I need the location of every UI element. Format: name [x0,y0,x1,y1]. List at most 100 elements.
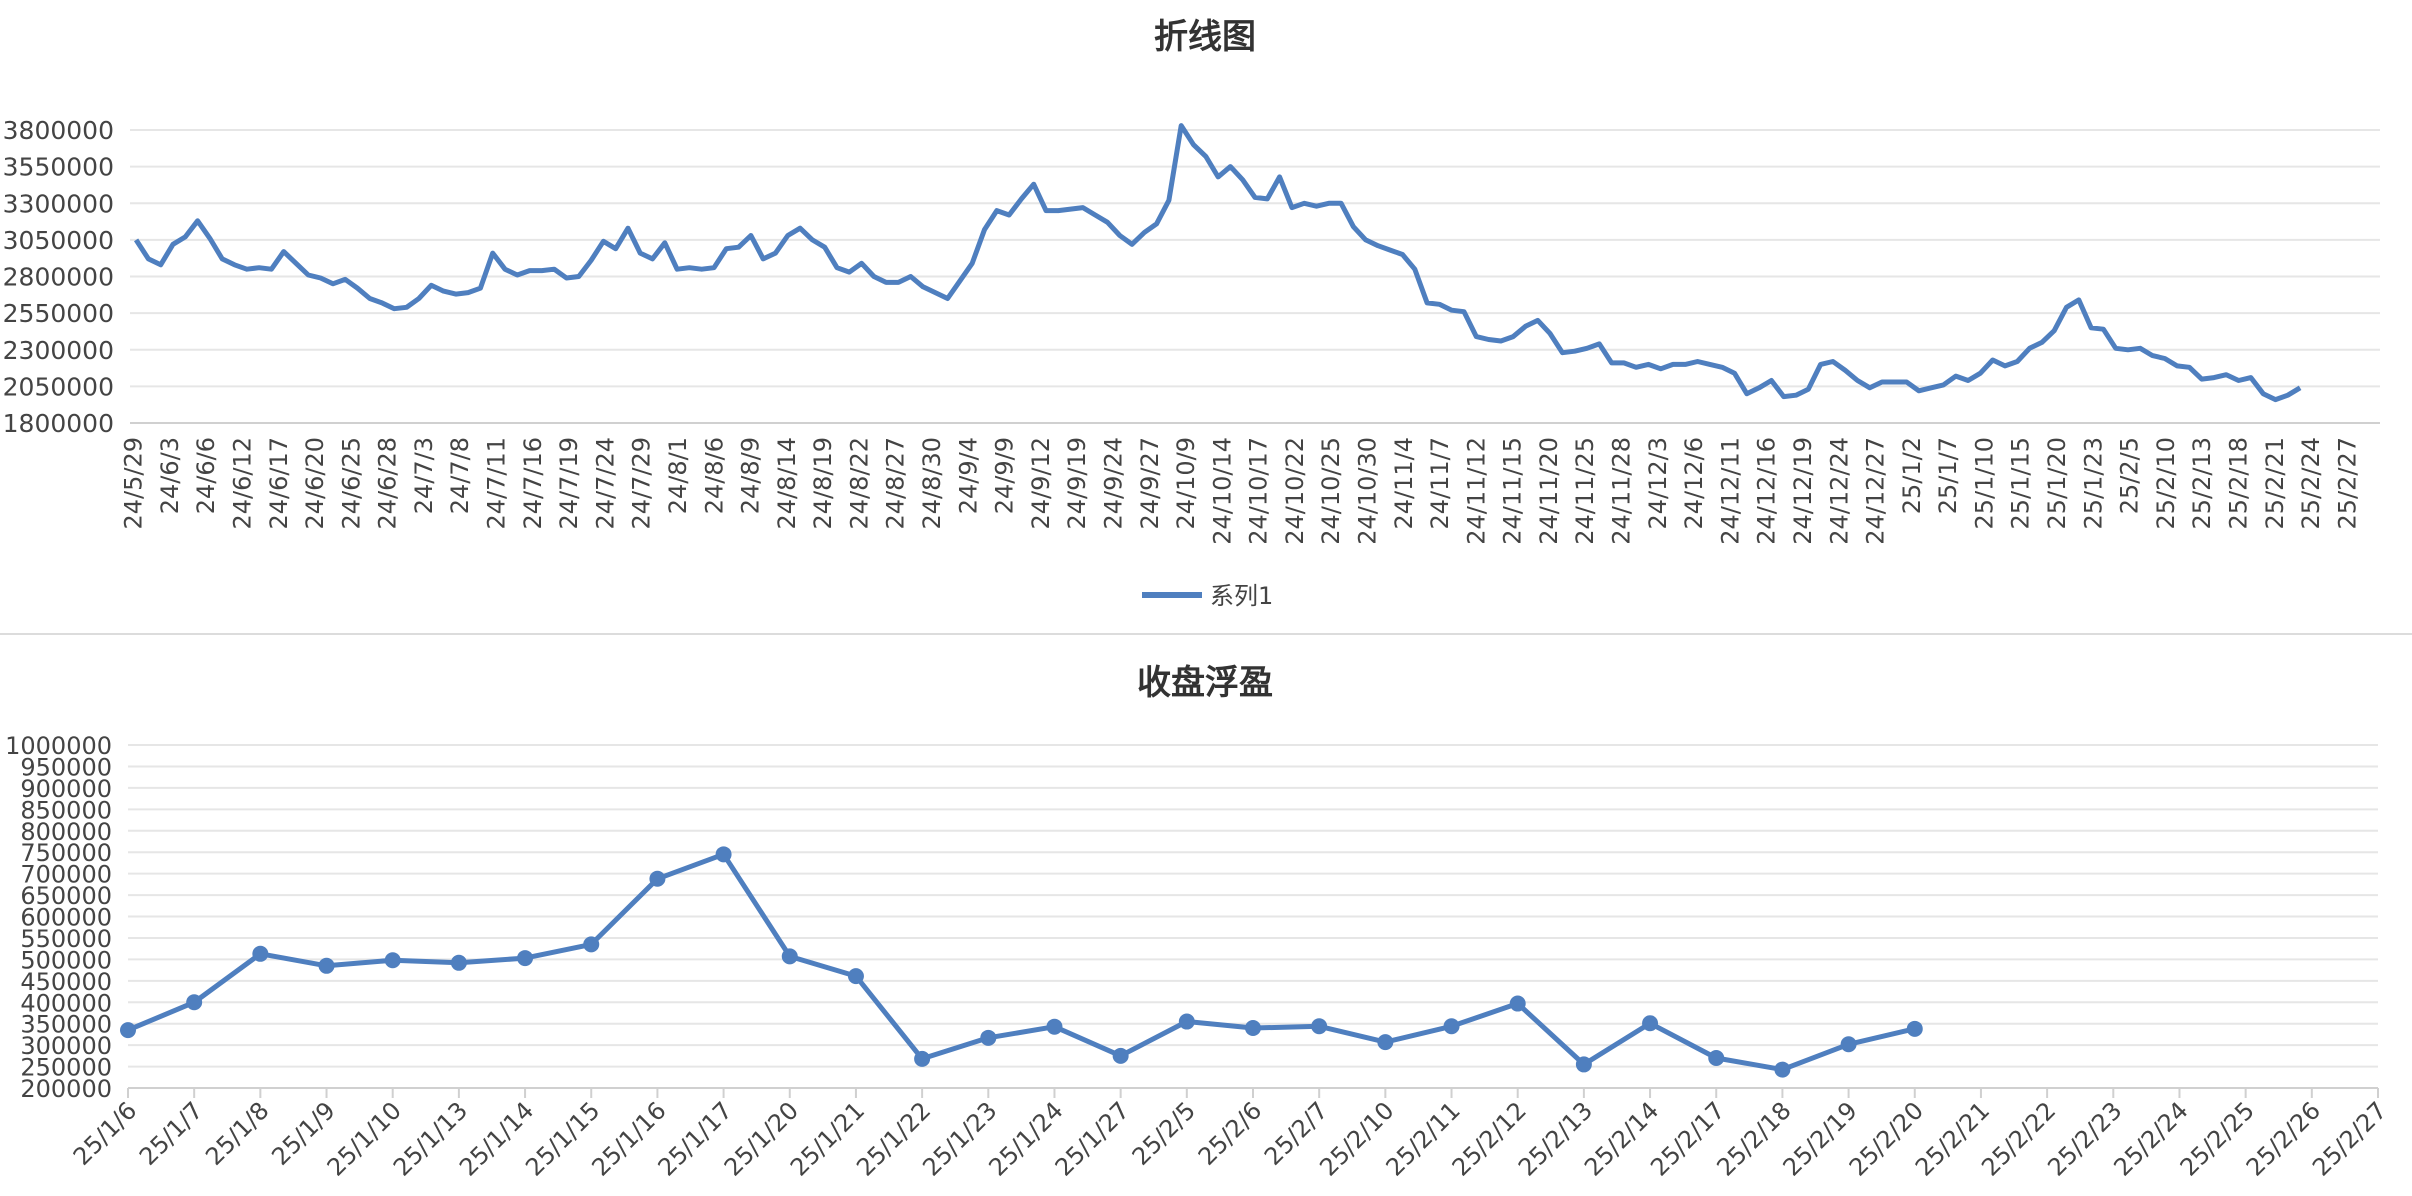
y-tick-label: 650000 [20,882,112,910]
x-tick-label: 25/2/13 [2188,437,2216,530]
x-tick-label: 25/1/6 [68,1096,142,1170]
x-tick-label: 24/12/3 [1644,437,1672,530]
x-tick-label: 24/8/6 [700,437,728,514]
x-tick-label: 25/2/27 [2333,437,2361,530]
x-tick-label: 25/1/8 [200,1096,274,1170]
y-tick-label: 2550000 [3,299,114,328]
x-tick-label: 25/1/20 [2043,437,2071,530]
x-tick-label: 24/12/24 [1825,437,1853,545]
legend-label: 系列1 [1210,582,1273,610]
x-tick-label: 24/11/20 [1535,437,1563,545]
x-tick-label: 24/9/24 [1099,437,1127,530]
y-tick-label: 3050000 [3,226,114,255]
x-tick-label: 24/10/14 [1208,437,1236,545]
x-tick-label: 25/2/5 [2116,437,2144,514]
y-tick-label: 450000 [20,968,112,996]
data-point [384,952,401,969]
series-line [127,851,1916,1073]
x-tick-label: 25/1/27 [1050,1096,1135,1181]
y-tick-label: 800000 [20,818,112,846]
data-point [517,950,534,967]
x-tick-label: 24/10/17 [1245,437,1273,545]
x-tick-label: 24/6/28 [374,437,402,530]
line-chart-top: 折线图 1800000 2050000 2300000 2550000 2800000 30… [3,17,2380,610]
x-tick-label: 24/11/28 [1608,437,1636,545]
x-tick-label: 24/8/1 [664,437,692,514]
x-tick-label: 24/9/27 [1136,437,1164,530]
x-tick-label: 24/9/4 [954,437,982,514]
x-tick-label: 24/6/6 [192,437,220,514]
y-tick-label: 500000 [20,946,112,974]
y-tick-label: 850000 [20,796,112,824]
y-tick-label: 2050000 [3,372,114,401]
y-tick-label: 2800000 [3,263,114,292]
y-tick-label: 3550000 [3,153,114,182]
x-tick-label: 24/7/19 [555,437,583,530]
data-point [318,957,335,974]
x-tick-label: 24/5/29 [120,437,148,530]
x-tick-label: 24/7/3 [410,437,438,514]
data-point [1575,1056,1592,1073]
x-tick-label: 24/12/27 [1862,437,1890,545]
data-point [1311,1018,1328,1035]
x-tick-label: 24/8/14 [773,437,801,530]
x-tick-label: 24/9/19 [1063,437,1091,530]
x-tick-label: 25/2/18 [2224,437,2252,530]
data-point [914,1050,931,1067]
x-tick-label: 24/11/4 [1390,437,1418,530]
x-tick-label: 25/2/6 [1193,1096,1267,1170]
x-tick-label: 24/7/29 [628,437,656,530]
x-tick-label: 24/11/12 [1462,437,1490,545]
x-tick-label: 25/1/15 [2007,437,2035,530]
y-tick-label: 950000 [20,753,112,781]
y-tick-label: 700000 [20,861,112,889]
y-tick-label: 600000 [20,904,112,932]
x-tick-label: 24/11/25 [1571,437,1599,545]
data-point [980,1029,997,1046]
y-tick-label: 1800000 [3,409,114,438]
x-tick-label: 24/7/8 [446,437,474,514]
y-tick-label: 2300000 [3,336,114,365]
chart-divider [0,633,2412,635]
x-tick-label: 24/9/12 [1027,437,1055,530]
x-tick-label: 24/6/12 [229,437,257,530]
y-tick-label: 3300000 [3,189,114,218]
y-tick-label: 200000 [20,1075,112,1103]
x-tick-label: 24/10/25 [1317,437,1345,545]
chart-title: 折线图 [1154,17,1256,57]
data-point [1774,1061,1791,1078]
x-tick-label: 24/8/9 [737,437,765,514]
x-tick-label: 24/6/20 [301,437,329,530]
x-tick-label: 24/7/24 [591,437,619,530]
x-tick-label: 25/2/21 [2261,437,2289,530]
x-tick-label: 24/12/16 [1753,437,1781,545]
x-tick-label: 25/2/10 [2152,437,2180,530]
x-tick-label: 24/8/27 [882,437,910,530]
y-tick-label: 3800000 [3,116,114,145]
y-tick-label: 550000 [20,925,112,953]
data-point [583,936,600,953]
y-tick-label: 900000 [20,775,112,803]
x-tick-label: 24/8/19 [809,437,837,530]
data-point [781,948,798,965]
data-point [1377,1034,1394,1051]
x-tick-label: 24/6/17 [265,437,293,530]
x-tick-label: 25/2/5 [1127,1096,1201,1170]
x-tick-label: 24/7/16 [519,437,547,530]
data-point [252,945,269,962]
y-tick-label: 250000 [20,1054,112,1082]
data-point [1046,1018,1063,1035]
data-point [1112,1047,1129,1064]
y-tick-label: 350000 [20,1011,112,1039]
x-tick-label: 25/2/27 [2307,1096,2392,1181]
y-tick-label: 750000 [20,839,112,867]
x-tick-label: 24/12/19 [1789,437,1817,545]
data-point [1642,1015,1659,1032]
data-point [847,968,864,985]
x-tick-label: 24/12/6 [1680,437,1708,530]
x-tick-label: 24/10/22 [1281,437,1309,545]
x-tick-label: 25/1/10 [1970,437,1998,530]
x-tick-label: 24/11/15 [1499,437,1527,545]
x-tick-label: 24/9/9 [991,437,1019,514]
